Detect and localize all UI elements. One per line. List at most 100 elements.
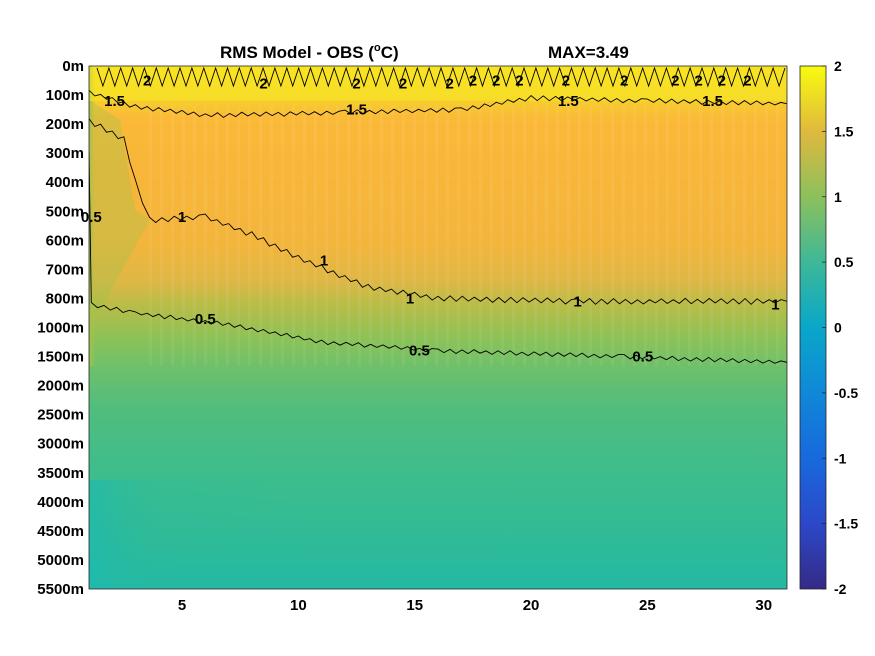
stripe bbox=[754, 106, 757, 366]
contour-label: 1.5 bbox=[702, 93, 723, 110]
contour-label: 0.5 bbox=[632, 349, 653, 366]
plot-frame bbox=[88, 65, 788, 590]
stripe bbox=[710, 106, 713, 366]
colorbar-tick-label: -1 bbox=[834, 450, 847, 466]
contour-label: 1.5 bbox=[104, 93, 125, 110]
colorbar-tick-label: 2 bbox=[834, 58, 842, 74]
contour-label: 0.5 bbox=[409, 343, 430, 360]
contour-line bbox=[89, 151, 787, 364]
y-tick-label: 100m bbox=[46, 87, 84, 104]
stripe bbox=[677, 106, 680, 366]
contour-label: 2 bbox=[671, 73, 679, 90]
stripe bbox=[215, 106, 218, 366]
stripe bbox=[457, 106, 460, 366]
y-tick-label: 3000m bbox=[37, 436, 84, 453]
stripe bbox=[380, 106, 383, 366]
stripe bbox=[688, 106, 691, 366]
stripe bbox=[281, 106, 284, 366]
stripe bbox=[391, 106, 394, 366]
contour-label: 2 bbox=[694, 73, 702, 90]
stripe bbox=[655, 106, 658, 366]
contour-label: 1 bbox=[178, 209, 186, 226]
stripe bbox=[721, 106, 724, 366]
y-axis: 0m 100m 200m 300m 400m 500m 600m 700m 800m 1000m 1… bbox=[37, 58, 84, 598]
y-tick-label: 800m bbox=[46, 290, 84, 307]
stripe bbox=[567, 106, 570, 366]
stripe bbox=[534, 106, 537, 366]
stripe bbox=[699, 106, 702, 366]
y-tick-label: 3500m bbox=[37, 465, 84, 482]
contour-line bbox=[89, 89, 787, 119]
contour-label: 2 bbox=[445, 75, 453, 92]
colorbar-tick-label: 0.5 bbox=[834, 254, 854, 270]
stripe bbox=[556, 106, 559, 366]
contour-label: 1.5 bbox=[346, 102, 367, 119]
y-tick-label: 4000m bbox=[37, 494, 84, 511]
title-unit: C) bbox=[381, 43, 399, 62]
stripe bbox=[204, 106, 207, 366]
y-tick-label: 600m bbox=[46, 232, 84, 249]
contour-label: 0.5 bbox=[195, 311, 216, 328]
y-tick-label: 500m bbox=[46, 203, 84, 220]
stripe bbox=[369, 106, 372, 366]
vertical-stripes bbox=[149, 106, 779, 366]
contour-label: 2 bbox=[620, 73, 628, 90]
stripe bbox=[600, 106, 603, 366]
x-tick-label: 15 bbox=[406, 597, 423, 614]
x-tick-label: 20 bbox=[523, 597, 540, 614]
stripe bbox=[611, 106, 614, 366]
y-tick-label: 700m bbox=[46, 261, 84, 278]
colorbar-tick-label: -0.5 bbox=[834, 385, 858, 401]
contour-label: 2 bbox=[259, 75, 267, 92]
y-tick-label: 1000m bbox=[37, 320, 84, 337]
stripe bbox=[765, 106, 768, 366]
stripe bbox=[347, 106, 350, 366]
stripe bbox=[149, 106, 152, 366]
x-tick-label: 10 bbox=[290, 597, 307, 614]
stripe bbox=[512, 106, 515, 366]
stripe bbox=[545, 106, 548, 366]
y-tick-label: 4500m bbox=[37, 523, 84, 540]
y-tick-label: 0m bbox=[62, 58, 84, 75]
y-tick-label: 2000m bbox=[37, 378, 84, 395]
contour-label: 1.5 bbox=[558, 93, 579, 110]
stripe bbox=[468, 106, 471, 366]
y-tick-label: 200m bbox=[46, 116, 84, 133]
colorbar-tick-label: -1.5 bbox=[834, 516, 858, 532]
stripe bbox=[622, 106, 625, 366]
stripe bbox=[413, 106, 416, 366]
stripe bbox=[490, 106, 493, 366]
stripe bbox=[424, 106, 427, 366]
stripe bbox=[732, 106, 735, 366]
stripe bbox=[666, 106, 669, 366]
contour-line-top bbox=[96, 66, 786, 88]
chart-title: RMS Model - OBS (oC) bbox=[220, 42, 399, 62]
y-tick-label: 400m bbox=[46, 174, 84, 191]
y-tick-label: 300m bbox=[46, 145, 84, 162]
stripe bbox=[523, 106, 526, 366]
stripe bbox=[182, 106, 185, 366]
y-tick-label: 2500m bbox=[37, 407, 84, 424]
stripe bbox=[325, 106, 328, 366]
colorbar-axis: 2 1.5 1 0.5 0 -0.5 -1 -1.5 -2 bbox=[822, 58, 858, 597]
stripe bbox=[303, 106, 306, 366]
contour-label: 1 bbox=[573, 293, 581, 310]
contour-label: 1 bbox=[406, 290, 414, 307]
chart-max-label: MAX=3.49 bbox=[548, 43, 629, 62]
stripe bbox=[270, 106, 273, 366]
stripe bbox=[644, 106, 647, 366]
x-tick-label: 25 bbox=[639, 597, 656, 614]
x-axis: 5 10 15 20 25 30 bbox=[178, 597, 772, 614]
stripe bbox=[633, 106, 636, 366]
stripe bbox=[237, 106, 240, 366]
x-tick-label: 5 bbox=[178, 597, 186, 614]
y-tick-label: 1500m bbox=[37, 349, 84, 366]
stripe bbox=[226, 106, 229, 366]
contour-label: 2 bbox=[562, 73, 570, 90]
contour-lines bbox=[89, 66, 787, 364]
stripe bbox=[336, 106, 339, 366]
y-tick-label: 5000m bbox=[37, 552, 84, 569]
colorbar-tick-label: 0 bbox=[834, 320, 842, 336]
colorbar-tick-label: 1.5 bbox=[834, 123, 854, 139]
contour-label: 0.5 bbox=[81, 209, 102, 226]
